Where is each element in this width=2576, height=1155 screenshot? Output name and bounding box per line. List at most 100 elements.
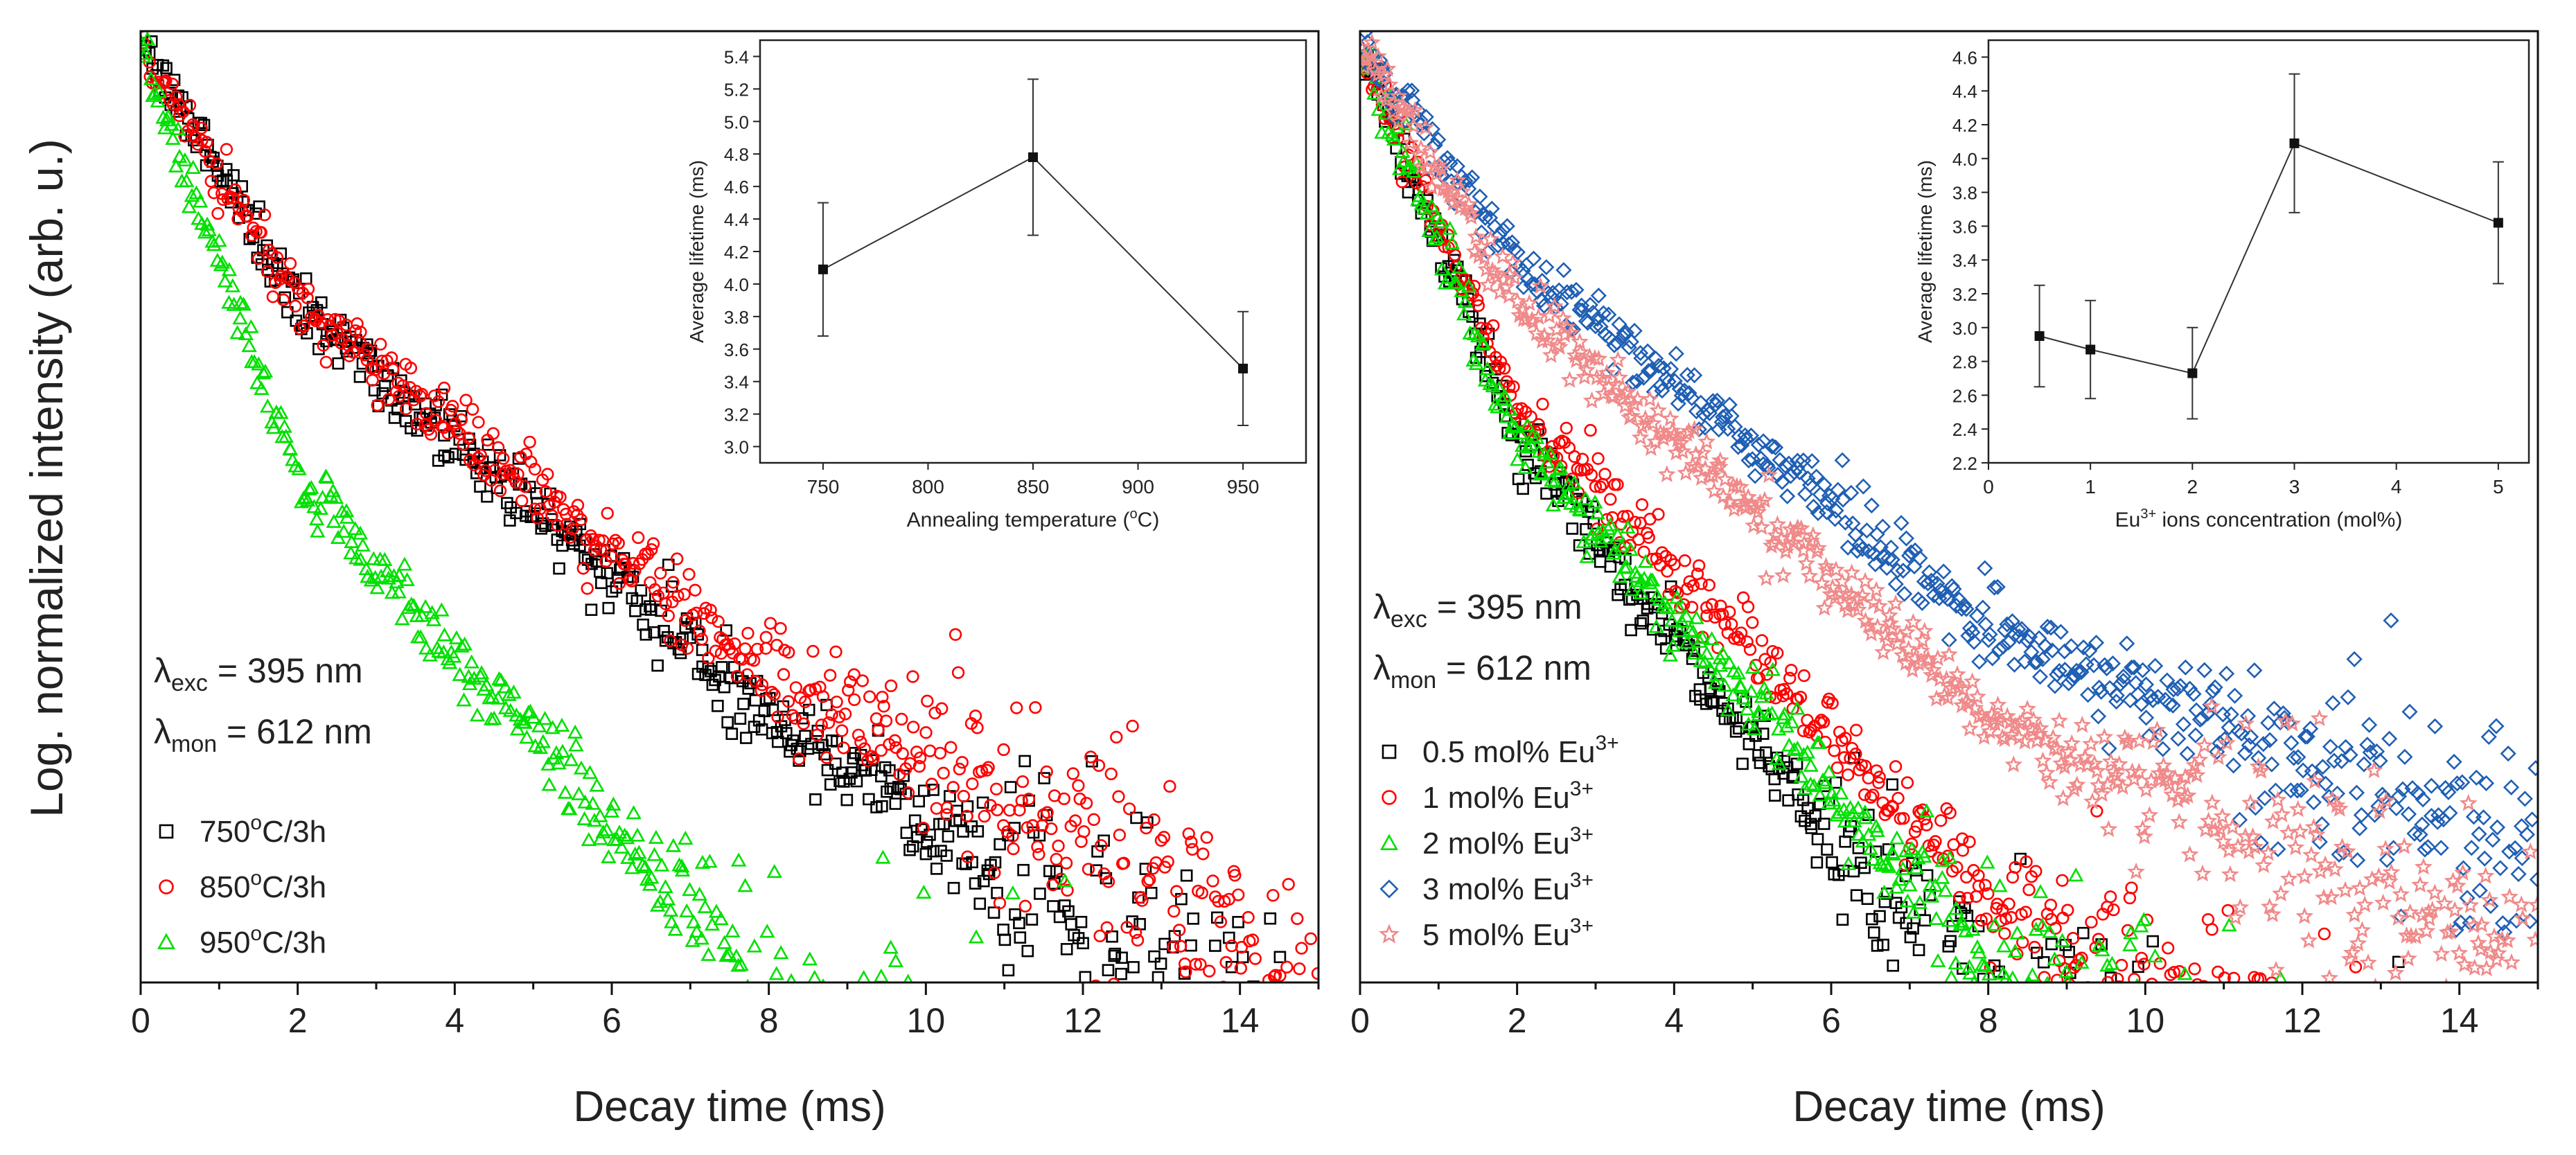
data-point [1536, 398, 1549, 411]
data-point [1102, 964, 1115, 977]
data-point [150, 93, 166, 107]
data-point [347, 521, 363, 536]
data-point [1808, 468, 1825, 485]
data-point [678, 830, 694, 845]
data-point [1956, 597, 1973, 614]
data-point [1555, 459, 1568, 473]
data-point [1776, 709, 1792, 725]
data-point [1163, 779, 1176, 793]
data-point [1389, 87, 1408, 105]
data-point [1697, 419, 1713, 436]
data-point [1688, 457, 1707, 475]
data-point [624, 860, 640, 874]
data-point [1557, 489, 1573, 504]
data-point [2343, 943, 2361, 961]
data-point [396, 379, 409, 392]
data-point [1040, 765, 1053, 779]
data-point [1694, 693, 1706, 706]
data-point [258, 208, 272, 222]
data-point [1631, 428, 1650, 446]
data-point [479, 677, 495, 691]
data-point [1694, 630, 1711, 644]
data-point [2061, 750, 2079, 768]
data-point [1650, 358, 1667, 374]
data-point [601, 506, 614, 520]
data-point [797, 717, 811, 730]
data-point [1995, 638, 2011, 655]
data-point [1293, 962, 1306, 976]
data-point [1826, 856, 1838, 869]
data-point [2138, 709, 2155, 726]
data-point [2247, 800, 2264, 816]
data-point [942, 830, 955, 843]
data-point [1471, 293, 1484, 307]
data-point [1025, 913, 1039, 926]
data-point [2175, 716, 2192, 732]
data-point [626, 805, 642, 820]
data-point [2205, 923, 2218, 936]
data-point [1635, 498, 1649, 511]
data-point [299, 492, 316, 507]
data-point [420, 407, 433, 420]
data-point [1874, 518, 1891, 535]
data-point [592, 808, 608, 822]
data-point [346, 346, 360, 359]
data-point [2353, 806, 2370, 824]
data-point [1291, 912, 1304, 926]
data-point [1585, 468, 1598, 482]
data-point [1777, 457, 1794, 474]
data-point [2440, 784, 2457, 800]
data-point [567, 505, 581, 518]
data-point [2302, 845, 2320, 863]
data-point [2018, 699, 2037, 717]
data-point [1714, 599, 1727, 612]
data-point [2181, 680, 2198, 697]
data-point [1828, 744, 1841, 757]
data-point [1594, 384, 1613, 402]
data-point [577, 794, 593, 809]
data-point [863, 793, 875, 806]
data-point [1366, 85, 1382, 100]
inset-x-tick-label: 5 [2493, 476, 2504, 497]
data-point [281, 272, 295, 285]
data-point [1448, 170, 1467, 188]
data-point [1733, 679, 1749, 694]
data-point [1999, 912, 2013, 926]
data-point [414, 608, 430, 622]
data-point [2388, 800, 2405, 817]
data-point [850, 775, 863, 788]
data-point [399, 402, 413, 416]
data-point [1509, 244, 1526, 261]
data-point [308, 511, 325, 526]
data-point [1686, 367, 1703, 384]
data-point [2066, 931, 2080, 945]
data-point [1661, 565, 1674, 578]
data-point [1203, 964, 1216, 978]
data-point [1637, 554, 1654, 568]
data-point [1112, 790, 1125, 803]
data-point [265, 420, 282, 434]
data-point [1905, 904, 1922, 919]
data-point [2286, 838, 2305, 856]
data-point [563, 752, 579, 766]
data-point [2348, 784, 2365, 801]
data-point [799, 730, 811, 743]
data-point [1996, 938, 2012, 953]
data-point [1170, 885, 1183, 898]
data-point [682, 881, 698, 897]
inset-y-tick-label: 3.0 [1952, 318, 1977, 339]
data-point [317, 339, 330, 352]
data-point [1733, 722, 1745, 735]
data-point [1891, 791, 1905, 805]
data-point [1500, 286, 1518, 304]
data-point [436, 627, 452, 642]
data-point [1072, 779, 1085, 793]
data-point [779, 727, 793, 739]
data-point [1003, 804, 1016, 817]
data-point [940, 801, 954, 814]
data-point [1623, 407, 1641, 424]
data-point [2043, 619, 2059, 636]
data-point [920, 836, 933, 848]
data-point [1589, 310, 1606, 327]
data-point [595, 824, 611, 838]
